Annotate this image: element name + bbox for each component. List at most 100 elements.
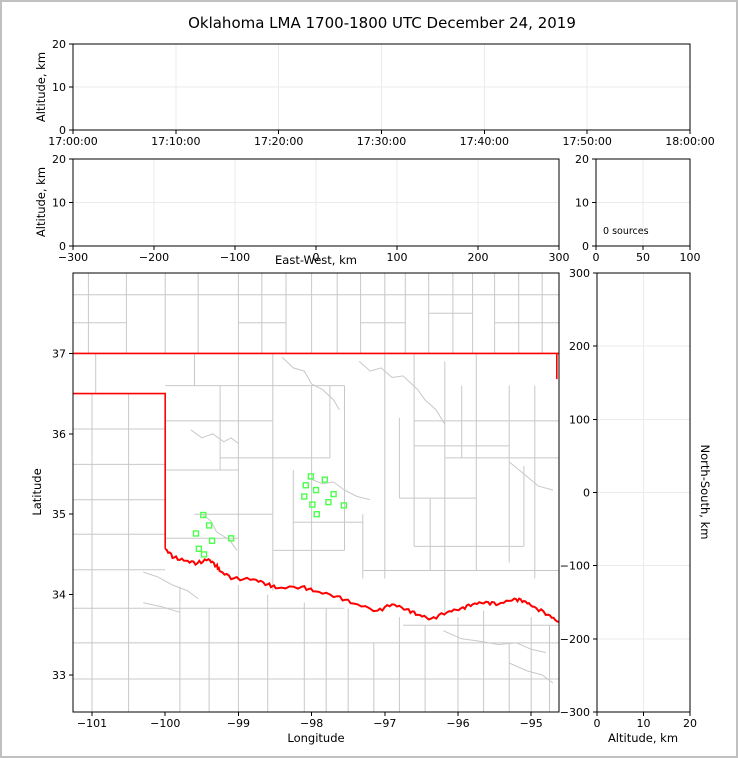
tick-marks (69, 158, 560, 250)
lma-station-marker (192, 530, 200, 537)
figure-title: Oklahoma LMA 1700-1800 UTC December 24, … (188, 14, 576, 32)
tick-label: 100 (680, 251, 701, 264)
tick-label: 35 (52, 508, 66, 521)
state-border-line (73, 392, 166, 549)
tick-marks (69, 43, 691, 134)
ew-height-xlabel: East-West, km (275, 253, 357, 268)
tick-label: 50 (636, 251, 650, 264)
panel-frame (72, 272, 560, 713)
lma-station-marker (340, 502, 348, 509)
tick-label: 37 (52, 347, 66, 360)
lma-stations (192, 473, 348, 558)
county-boundary-lines (73, 273, 559, 712)
lma-station-marker (200, 551, 208, 558)
tick-label: 17:50:00 (562, 135, 611, 148)
lma-station-marker (313, 511, 320, 518)
lma-station-marker (301, 493, 308, 500)
tick-label: 20 (575, 153, 589, 166)
tick-label: 10 (637, 717, 651, 730)
tick-label: 10 (52, 197, 66, 210)
tick-labels: 17:00:00 17:10:00 17:20:00 17:30:00 17:40:00… (48, 38, 714, 148)
tick-label: 17:00:00 (48, 135, 97, 148)
tick-labels: −300 −200 −100 0 100 200 300 0 10 20 (52, 153, 570, 264)
lma-station-marker (309, 501, 316, 508)
state-border-lines (73, 352, 559, 549)
tick-label: 300 (549, 251, 570, 264)
tick-label: −100 (220, 251, 250, 264)
tick-marks (592, 158, 691, 250)
lma-station-marker (307, 473, 315, 480)
gridlines (73, 44, 690, 130)
gridlines (73, 159, 559, 246)
time-height-ylabel: Altitude, km (34, 51, 49, 123)
source-count-annotation: 0 sources (603, 226, 649, 237)
tick-labels: −101 −100 −99 −98 −97 −96 −95 33 34 35 36 37 (52, 347, 543, 730)
tick-label: 100 (569, 413, 590, 426)
alt-histogram-panel: 0 50 100 0 10 20 (575, 153, 701, 264)
tick-label: −200 (139, 251, 169, 264)
tick-label: 17:40:00 (460, 135, 509, 148)
tick-label: 10 (52, 81, 66, 94)
tick-labels: 0 10 20 300 200 100 0 −100 −200 −300 (560, 267, 697, 730)
tick-label: 20 (52, 153, 66, 166)
tick-label: 200 (468, 251, 489, 264)
map-panel: −101 −100 −99 −98 −97 −96 −95 33 34 35 36 37 (52, 272, 560, 730)
tick-label: −100 (150, 717, 180, 730)
tick-marks (593, 272, 691, 716)
tick-label: 10 (575, 197, 589, 210)
red-river-line (164, 547, 559, 623)
lma-station-marker (302, 482, 309, 489)
gridlines (596, 159, 690, 246)
tick-label: 36 (52, 428, 66, 441)
tick-label: 0 (583, 487, 590, 500)
lma-station-marker (330, 490, 337, 498)
tick-label: 0 (59, 240, 66, 253)
ns-height-right-label: North-South, km (697, 444, 712, 540)
tick-label: −97 (373, 717, 396, 730)
ew-height-panel: −300 −200 −100 0 100 200 300 0 10 20 (52, 153, 570, 264)
lma-station-marker (200, 511, 207, 519)
tick-label: 300 (569, 267, 590, 280)
tick-label: 200 (569, 340, 590, 353)
lma-station-marker (321, 476, 328, 483)
map-ylabel: Latitude (30, 468, 45, 516)
tick-label: 0 (59, 124, 66, 137)
tick-label: 17:10:00 (151, 135, 200, 148)
tick-label: −300 (58, 251, 88, 264)
lma-station-marker (312, 486, 320, 494)
tick-label: 0 (593, 251, 600, 264)
tick-label: −101 (77, 717, 107, 730)
tick-label: 20 (683, 717, 697, 730)
map-content (73, 273, 559, 712)
ew-height-ylabel: Altitude, km (34, 166, 49, 238)
tick-label: 17:20:00 (254, 135, 303, 148)
tick-label: −99 (227, 717, 250, 730)
tick-label: 100 (387, 251, 408, 264)
tick-label: −200 (560, 633, 590, 646)
tick-label: 18:00:00 (665, 135, 714, 148)
tick-label: −95 (520, 717, 543, 730)
tick-marks (69, 352, 532, 716)
tick-label: 20 (52, 38, 66, 51)
lma-station-marker (205, 522, 213, 529)
ns-height-xlabel: Altitude, km (607, 731, 679, 746)
tick-label: 33 (52, 669, 66, 682)
tick-label: −100 (560, 560, 590, 573)
time-height-panel: 17:00:00 17:10:00 17:20:00 17:30:00 17:40:00… (48, 38, 714, 148)
lma-station-marker (325, 498, 332, 506)
tick-labels: 0 50 100 0 10 20 (575, 153, 701, 264)
tick-label: 17:30:00 (357, 135, 406, 148)
map-xlabel: Longitude (287, 731, 345, 746)
tick-label: 0 (594, 717, 601, 730)
tick-label: 34 (52, 589, 66, 602)
ns-height-panel: 0 10 20 300 200 100 0 −100 −200 −300 (560, 267, 697, 730)
tick-label: −98 (300, 717, 323, 730)
lma-station-marker (208, 537, 216, 544)
gridlines (597, 273, 690, 712)
tick-label: −96 (446, 717, 469, 730)
tick-label: 0 (313, 251, 320, 264)
tick-label: −300 (560, 706, 590, 719)
lma-station-marker (195, 545, 203, 552)
